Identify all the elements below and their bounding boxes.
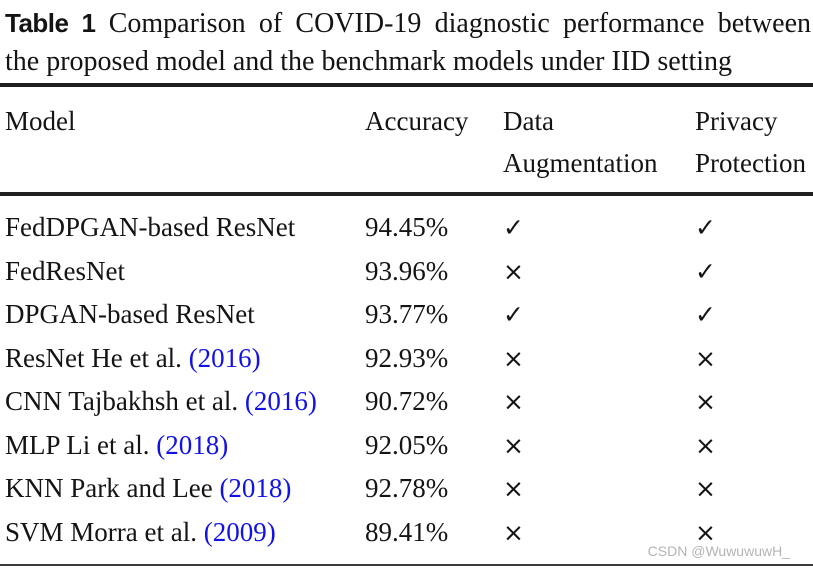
accuracy-cell: 92.78% xyxy=(365,473,449,503)
check-icon: ✓ xyxy=(695,213,716,242)
accuracy-cell: 92.05% xyxy=(365,429,449,460)
table-caption-text-line1: Comparison of COVID-19 diagnostic perfor… xyxy=(108,8,812,39)
check-icon: ✓ xyxy=(695,300,716,329)
model-name-text: KNN Park and Lee xyxy=(5,473,220,503)
model-cell: DPGAN-based ResNet xyxy=(5,293,365,337)
model-cell: FedResNet xyxy=(5,250,365,294)
model-name-text: FedResNet xyxy=(5,255,125,286)
cross-icon: × xyxy=(695,387,716,416)
cross-icon: × xyxy=(695,517,716,547)
model-cell: SVM Morra et al. (2009) xyxy=(5,511,365,555)
table-caption: Table 1 Comparison of COVID-19 diagnosti… xyxy=(5,4,811,81)
check-icon: ✓ xyxy=(503,300,524,329)
check-icon: ✓ xyxy=(695,256,716,286)
column-header-privacy-protection: Privacy Protection xyxy=(695,106,806,178)
table-row: SVM Morra et al. (2009) 89.41% × × xyxy=(0,511,813,555)
citation-year-link[interactable]: (2016) xyxy=(188,342,261,373)
cross-icon: × xyxy=(503,430,524,460)
cross-icon: × xyxy=(695,430,716,460)
accuracy-cell: 93.96% xyxy=(365,255,449,286)
table-caption-label: Table 1 xyxy=(5,8,96,38)
model-cell: ResNet He et al. (2016) xyxy=(5,337,365,381)
table-row: DPGAN-based ResNet 93.77% ✓ ✓ xyxy=(0,293,813,337)
accuracy-cell: 89.41% xyxy=(365,516,449,547)
table-header-row: Model Accuracy Data Augmentation Privacy… xyxy=(0,100,813,184)
table-caption-line1: Table 1 Comparison of COVID-19 diagnosti… xyxy=(5,4,811,43)
model-name-text: SVM Morra et al. xyxy=(5,516,204,547)
model-cell: FedDPGAN-based ResNet xyxy=(5,206,365,250)
cross-icon: × xyxy=(503,517,524,547)
model-cell: KNN Park and Lee (2018) xyxy=(5,467,365,511)
table-caption-text-line2: the proposed model and the benchmark mod… xyxy=(5,46,733,77)
table-header-rule xyxy=(0,192,813,196)
accuracy-cell: 90.72% xyxy=(365,386,449,416)
model-cell: MLP Li et al. (2018) xyxy=(5,424,365,468)
table-row: KNN Park and Lee (2018) 92.78% × × xyxy=(0,467,813,511)
model-name-text: DPGAN-based ResNet xyxy=(5,299,255,329)
cross-icon: × xyxy=(695,343,716,373)
watermark-text: CSDN @WuwuwuwH_ xyxy=(647,543,790,559)
table-row: CNN Tajbakhsh et al. (2016) 90.72% × × xyxy=(0,380,813,424)
model-name-text: MLP Li et al. xyxy=(5,429,157,460)
check-icon: ✓ xyxy=(503,213,524,242)
model-name-text: ResNet He et al. xyxy=(5,342,189,373)
cross-icon: × xyxy=(503,474,524,503)
model-cell: CNN Tajbakhsh et al. (2016) xyxy=(5,380,365,424)
model-name-text: CNN Tajbakhsh et al. xyxy=(5,386,245,416)
column-header-accuracy: Accuracy xyxy=(365,106,469,136)
table-row: FedDPGAN-based ResNet 94.45% ✓ ✓ xyxy=(0,206,813,250)
citation-year-link[interactable]: (2018) xyxy=(156,429,229,460)
citation-year-link[interactable]: (2018) xyxy=(219,473,292,503)
table-row: ResNet He et al. (2016) 92.93% × × xyxy=(0,337,813,381)
table-row: MLP Li et al. (2018) 92.05% × × xyxy=(0,424,813,468)
column-header-model: Model xyxy=(5,106,76,136)
column-header-data-augmentation: Data Augmentation xyxy=(503,106,658,178)
table-row: FedResNet 93.96% × ✓ xyxy=(0,250,813,294)
citation-year-link[interactable]: (2009) xyxy=(203,516,276,547)
table-body: FedDPGAN-based ResNet 94.45% ✓ ✓ FedResN… xyxy=(0,206,813,554)
citation-year-link[interactable]: (2016) xyxy=(244,386,317,416)
table-top-rule xyxy=(0,83,813,87)
cross-icon: × xyxy=(503,343,524,373)
model-name-text: FedDPGAN-based ResNet xyxy=(5,212,296,242)
cross-icon: × xyxy=(503,256,524,286)
accuracy-cell: 92.93% xyxy=(365,342,449,373)
cross-icon: × xyxy=(503,387,524,416)
table-bottom-rule xyxy=(0,564,813,566)
accuracy-cell: 94.45% xyxy=(365,212,449,242)
accuracy-cell: 93.77% xyxy=(365,299,449,329)
cross-icon: × xyxy=(695,474,716,503)
